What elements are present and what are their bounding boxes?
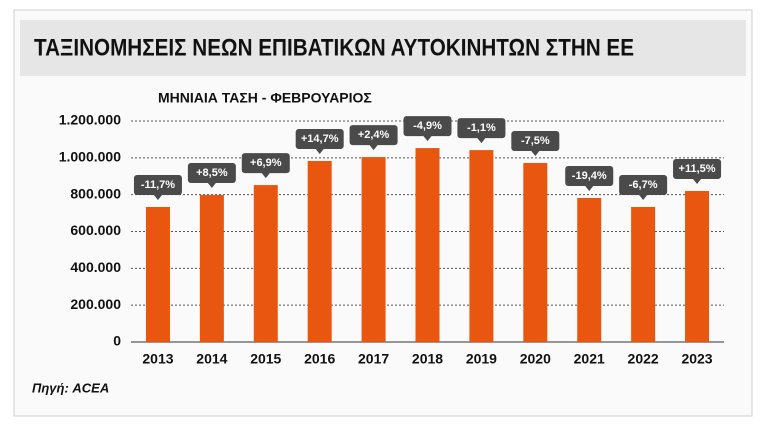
y-tick-label: 800.000 <box>70 185 121 201</box>
annotation: -11,7% <box>141 179 175 191</box>
annotation: +6,9% <box>250 157 282 169</box>
bar <box>253 185 278 342</box>
bar <box>361 157 386 342</box>
chart-subtitle: ΜΗΝΙΑΙΑ ΤΑΣΗ - ΦΕΒΡΟΥΑΡΙΟΣ <box>158 90 372 106</box>
title-band <box>20 20 746 76</box>
annotation-bubble <box>619 175 668 201</box>
bar <box>307 160 332 342</box>
x-tick-label: 2021 <box>574 351 605 367</box>
annotation-bubble <box>187 163 236 189</box>
x-tick-label: 2018 <box>412 351 443 367</box>
x-tick-label: 2017 <box>358 351 389 367</box>
x-tick-label: 2023 <box>681 351 712 367</box>
annotation: -1,1% <box>467 122 496 134</box>
bar <box>577 197 602 342</box>
bar <box>685 190 710 342</box>
y-tick-label: 1.000.000 <box>59 149 121 165</box>
chart-title: ΤΑΞΙΝΟΜΗΣΕΙΣ ΝΕΩΝ ΕΠΙΒΑΤΙΚΩΝ ΑΥΤΟΚΙΝΗΤΩΝ… <box>34 34 634 61</box>
x-tick-label: 2022 <box>628 351 659 367</box>
annotation: -7,5% <box>521 135 550 147</box>
annotation-bubble <box>295 128 344 154</box>
annotation: +14,7% <box>301 133 339 145</box>
annotation-bubble <box>457 118 506 144</box>
x-tick-label: 2019 <box>466 351 497 367</box>
annotation-bubble <box>673 158 722 184</box>
bar <box>469 150 494 342</box>
annotation-bubble <box>403 116 452 142</box>
y-tick-label: 1.200.000 <box>59 112 121 128</box>
annotation: +2,4% <box>358 129 390 141</box>
annotation: +11,5% <box>679 163 716 175</box>
bar <box>415 148 440 342</box>
bar <box>199 195 224 342</box>
annotation: -6,7% <box>629 179 658 191</box>
annotation-bubble <box>133 175 182 201</box>
annotation-bubble <box>565 165 614 191</box>
annotation-bubble <box>511 130 560 156</box>
x-tick-label: 2014 <box>196 351 227 367</box>
x-tick-label: 2015 <box>250 351 281 367</box>
x-tick-label: 2013 <box>142 351 173 367</box>
y-tick-label: 400.000 <box>70 259 121 275</box>
bar <box>523 162 548 342</box>
x-tick-label: 2020 <box>520 351 551 367</box>
y-tick-label: 600.000 <box>70 222 121 238</box>
annotation-bubble <box>241 153 290 179</box>
annotation-bubble <box>349 125 398 151</box>
source: Πηγή: ACEA <box>32 380 109 395</box>
annotation: -4,9% <box>413 120 442 132</box>
annotation: -19,4% <box>572 170 607 182</box>
bar <box>631 207 656 342</box>
x-tick-label: 2016 <box>304 351 335 367</box>
bar <box>145 207 170 342</box>
y-tick-label: 0 <box>113 333 121 349</box>
y-tick-label: 200.000 <box>70 296 121 312</box>
annotation: +8,5% <box>196 167 228 179</box>
